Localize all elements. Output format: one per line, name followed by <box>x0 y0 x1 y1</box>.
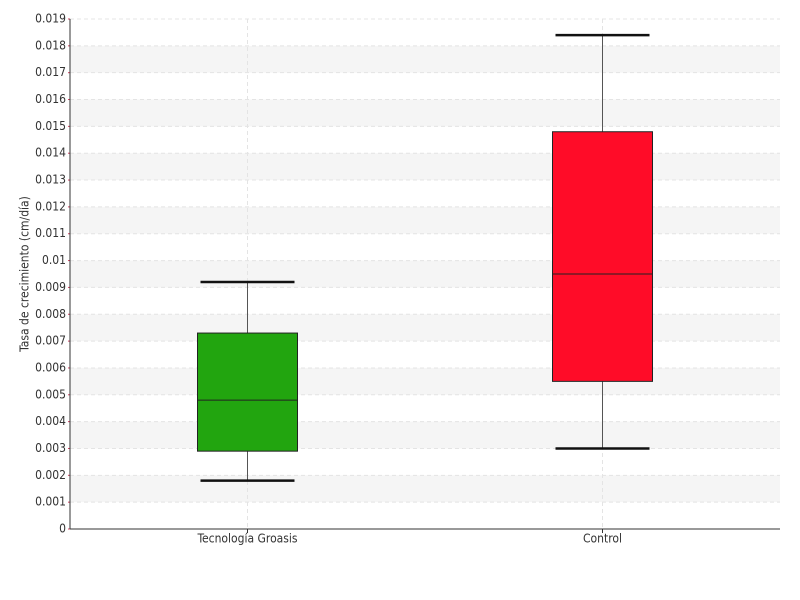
y-tick-label: 0.001 <box>35 495 66 509</box>
grid-band <box>70 45 780 73</box>
y-tick-label: 0.005 <box>35 387 66 401</box>
y-tick-label: 0.016 <box>35 92 66 106</box>
grid-band <box>70 260 780 288</box>
grid-band <box>70 314 780 342</box>
y-tick-label: 0.017 <box>35 65 66 79</box>
y-tick-label: 0.015 <box>35 119 66 133</box>
y-tick-label: 0.006 <box>35 360 66 374</box>
x-tick-label: Control <box>583 532 622 546</box>
y-tick-label: 0.007 <box>35 334 66 348</box>
y-tick-label: 0.019 <box>35 12 66 26</box>
grid-band <box>70 206 780 234</box>
box <box>197 332 298 452</box>
y-tick-label: 0.008 <box>35 307 66 321</box>
grid-band <box>70 475 780 503</box>
y-axis-label: Tasa de crecimiento (cm/día) <box>18 196 32 353</box>
y-tick-label: 0.014 <box>35 146 66 160</box>
grid-band <box>70 99 780 127</box>
grid-band <box>70 421 780 449</box>
y-tick-label: 0.01 <box>42 253 66 267</box>
y-tick-label: 0.013 <box>35 173 66 187</box>
x-tick-label: Tecnología Groasis <box>196 532 297 546</box>
y-tick-label: 0.009 <box>35 280 66 294</box>
box <box>552 131 653 382</box>
y-tick-label: 0 <box>59 522 66 536</box>
y-tick-label: 0.018 <box>35 38 66 52</box>
y-tick-label: 0.012 <box>35 199 66 213</box>
grid-band <box>70 153 780 181</box>
y-tick-label: 0.011 <box>35 226 66 240</box>
y-tick-label: 0.002 <box>35 468 66 482</box>
grid-band <box>70 367 780 395</box>
y-tick-label: 0.004 <box>35 414 66 428</box>
y-tick-label: 0.003 <box>35 441 66 455</box>
